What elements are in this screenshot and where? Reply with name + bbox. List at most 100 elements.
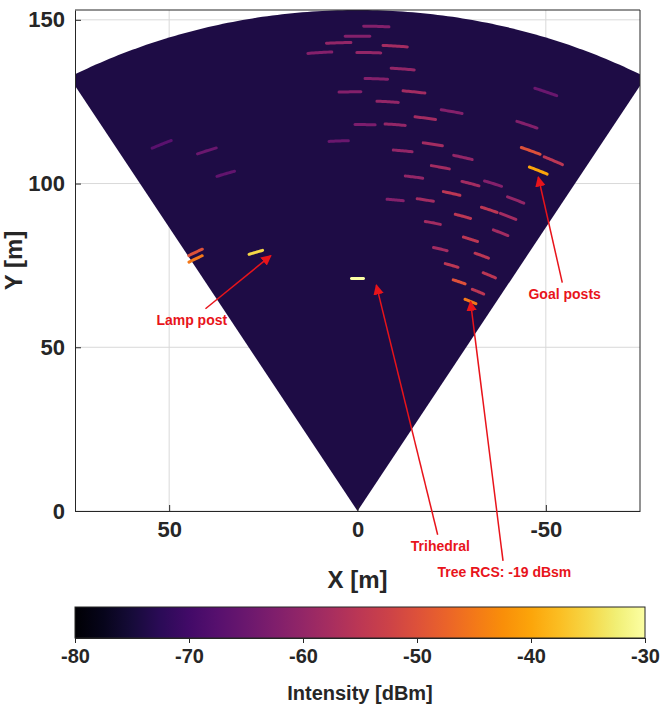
frame <box>75 10 640 11</box>
radar-fan <box>75 10 640 511</box>
target-streak <box>493 230 508 236</box>
target-streak <box>339 90 361 93</box>
axis-line <box>75 11 76 512</box>
tick: -80 <box>61 638 90 667</box>
target-streak <box>365 77 388 81</box>
tick-label: -30 <box>631 645 660 667</box>
target-streak <box>377 101 398 102</box>
axis: 50 0 -50 <box>76 505 641 542</box>
tick-label: 50 <box>41 335 65 360</box>
target-streak <box>463 237 477 241</box>
target-streak <box>431 166 449 169</box>
annotation-label: Goal posts <box>528 286 601 302</box>
tick-label: 0 <box>53 499 65 524</box>
tick-label: -50 <box>530 517 562 542</box>
annotation-arrow <box>376 285 437 535</box>
target-streak <box>475 253 488 258</box>
annotation-label: Lamp post <box>156 312 227 328</box>
target-streak <box>455 214 470 218</box>
tick-label: -80 <box>61 645 90 667</box>
tick: -30 <box>631 638 660 667</box>
target-streak <box>364 25 389 29</box>
target-streak <box>472 289 483 294</box>
annotation-label: Tree RCS: -19 dBsm <box>437 564 571 580</box>
axis-line <box>76 638 646 639</box>
tick-mark <box>75 347 81 348</box>
target-streak <box>445 264 458 268</box>
target-streak <box>529 167 547 174</box>
target-streak <box>441 110 462 114</box>
target-streak <box>443 192 460 196</box>
tick: -60 <box>289 638 318 667</box>
target-streak <box>483 273 495 278</box>
axis: -80 -70 -60 -50 -40 -30 <box>61 638 660 667</box>
colorbar-title: Intensity [dBm] <box>287 682 433 704</box>
tick-label: -60 <box>289 645 318 667</box>
tick-mark <box>75 511 81 512</box>
target-streak <box>405 176 422 178</box>
target-streak <box>462 181 479 185</box>
tick: -50 <box>530 505 562 542</box>
annotation-label: Trihedral <box>411 538 470 554</box>
axis: 0 50 100 150 <box>28 7 81 523</box>
target-streak <box>351 277 363 280</box>
target-streak <box>434 247 448 250</box>
target-streak <box>326 41 350 45</box>
tick-mark <box>645 638 646 643</box>
tick: 50 <box>157 505 181 542</box>
tick: -40 <box>517 638 546 667</box>
target-streak <box>521 147 540 154</box>
chart: 500-50050100150X [m]Y [m]Lamp postTrihed… <box>0 0 664 713</box>
target-streak <box>189 249 203 255</box>
target-streak <box>423 143 442 146</box>
tick-label: 0 <box>352 517 364 542</box>
target-streak <box>425 221 440 224</box>
target-streak <box>387 199 403 200</box>
target-streak <box>385 124 405 125</box>
target-streak <box>481 207 497 212</box>
target-streak <box>355 123 375 126</box>
tick-label: -50 <box>403 645 432 667</box>
tick-mark <box>75 184 81 185</box>
tick: -50 <box>403 638 432 667</box>
target-streak <box>383 45 407 46</box>
axis-line <box>76 511 641 512</box>
tick-label: -40 <box>517 645 546 667</box>
tick-label: -70 <box>175 645 204 667</box>
target-streak <box>189 256 202 262</box>
target-streak <box>249 250 263 254</box>
tick-mark <box>189 638 190 643</box>
target-streak <box>152 140 171 148</box>
target-streak <box>217 171 235 176</box>
tick: 0 <box>352 505 364 542</box>
annotation-arrow <box>471 301 504 560</box>
target-streak <box>453 280 465 284</box>
tick-mark <box>75 638 76 643</box>
tick: 150 <box>28 7 81 32</box>
annotation-arrow <box>205 256 270 309</box>
target-streak <box>393 150 412 152</box>
tick-mark <box>169 505 170 511</box>
colorbar <box>75 607 645 638</box>
tick: 0 <box>53 499 81 524</box>
y-axis-title: Y [m] <box>0 231 27 291</box>
target-streak <box>329 139 348 143</box>
target-streak <box>417 199 433 202</box>
tick-mark <box>303 638 304 643</box>
target-streak <box>415 117 436 120</box>
target-streak <box>500 213 515 219</box>
target-streak <box>508 197 524 203</box>
target-streak <box>345 35 370 38</box>
target-streak <box>544 157 562 165</box>
tick-mark <box>546 505 547 511</box>
tick-mark <box>75 20 81 21</box>
target-streak <box>454 155 472 159</box>
tick-label: 50 <box>157 517 181 542</box>
target-streak <box>308 52 332 53</box>
tick-label: 150 <box>28 7 65 32</box>
target-streak <box>535 88 557 95</box>
tick-label: 100 <box>28 171 65 196</box>
tick: 100 <box>28 171 81 196</box>
annotations: Lamp post Trihedral Tree RCS: -19 dBsm Goal… <box>156 177 601 580</box>
target-streak <box>403 91 425 93</box>
